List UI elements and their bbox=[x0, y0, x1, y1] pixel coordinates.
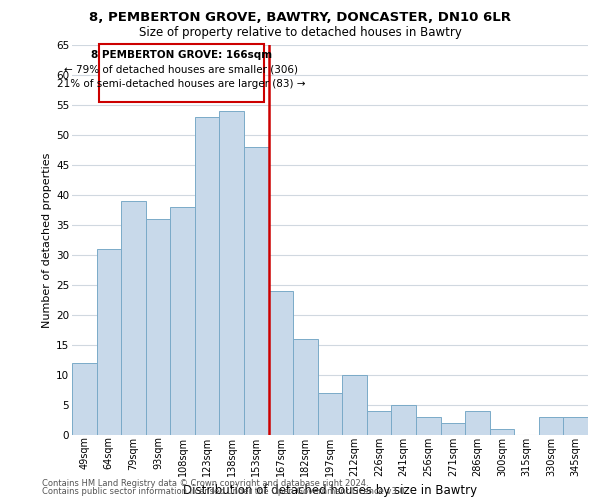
Bar bbox=[465, 411, 490, 435]
Bar bbox=[269, 291, 293, 435]
Text: Contains HM Land Registry data © Crown copyright and database right 2024.: Contains HM Land Registry data © Crown c… bbox=[42, 478, 368, 488]
Bar bbox=[244, 147, 269, 435]
X-axis label: Distribution of detached houses by size in Bawtry: Distribution of detached houses by size … bbox=[183, 484, 477, 497]
Bar bbox=[146, 219, 170, 435]
Text: Size of property relative to detached houses in Bawtry: Size of property relative to detached ho… bbox=[139, 26, 461, 39]
Bar bbox=[342, 375, 367, 435]
Bar bbox=[195, 117, 220, 435]
Bar bbox=[440, 423, 465, 435]
Bar bbox=[416, 417, 440, 435]
Text: 8 PEMBERTON GROVE: 166sqm: 8 PEMBERTON GROVE: 166sqm bbox=[91, 50, 272, 60]
Bar bbox=[293, 339, 318, 435]
Bar bbox=[539, 417, 563, 435]
Bar bbox=[121, 201, 146, 435]
Bar bbox=[97, 249, 121, 435]
FancyBboxPatch shape bbox=[99, 44, 263, 102]
Text: 21% of semi-detached houses are larger (83) →: 21% of semi-detached houses are larger (… bbox=[57, 78, 305, 88]
Bar bbox=[490, 429, 514, 435]
Bar bbox=[367, 411, 391, 435]
Bar bbox=[170, 207, 195, 435]
Bar bbox=[318, 393, 342, 435]
Bar bbox=[72, 363, 97, 435]
Text: Contains public sector information licensed under the Open Government Licence v3: Contains public sector information licen… bbox=[42, 487, 407, 496]
Bar bbox=[391, 405, 416, 435]
Text: ← 79% of detached houses are smaller (306): ← 79% of detached houses are smaller (30… bbox=[64, 65, 298, 75]
Text: 8, PEMBERTON GROVE, BAWTRY, DONCASTER, DN10 6LR: 8, PEMBERTON GROVE, BAWTRY, DONCASTER, D… bbox=[89, 11, 511, 24]
Bar bbox=[563, 417, 588, 435]
Y-axis label: Number of detached properties: Number of detached properties bbox=[42, 152, 52, 328]
Bar bbox=[220, 111, 244, 435]
